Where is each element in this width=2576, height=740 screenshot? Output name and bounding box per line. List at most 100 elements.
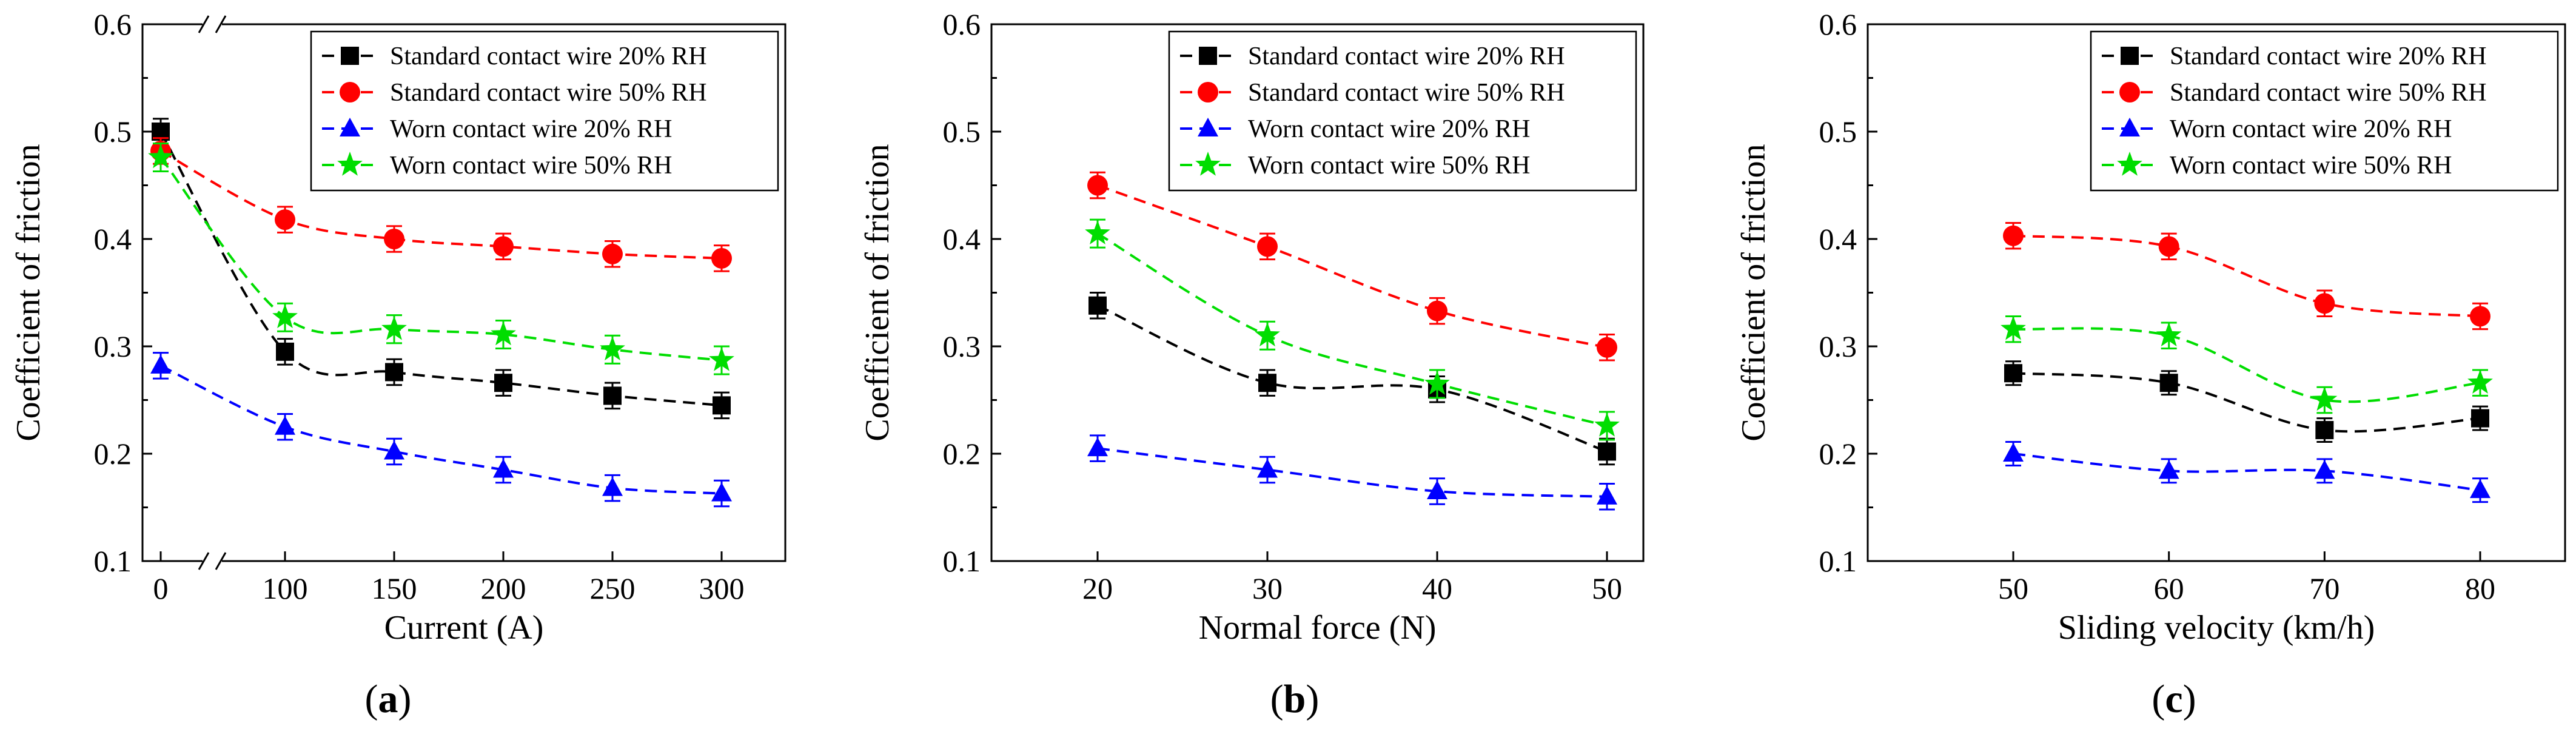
legend-label: Standard contact wire 20% RH xyxy=(390,42,707,70)
x-tick-label: 40 xyxy=(1422,571,1452,605)
data-point xyxy=(711,482,732,502)
legend-marker xyxy=(2117,152,2142,176)
legend: Standard contact wire 20% RH Standard con… xyxy=(2090,30,2559,192)
y-axis-label: Coefficient of friction xyxy=(10,144,47,441)
x-tick-label: 30 xyxy=(1252,571,1283,605)
series-2 xyxy=(2003,221,2490,331)
legend-item: Worn contact wire 50% RH xyxy=(1180,152,1531,180)
axis-break-mark xyxy=(198,552,227,570)
data-point xyxy=(385,363,403,382)
legend-item: Standard contact wire 20% RH xyxy=(322,42,707,70)
data-point xyxy=(711,247,732,269)
series-2 xyxy=(150,137,732,272)
legend-item: Standard contact wire 20% RH xyxy=(2102,42,2487,70)
data-point xyxy=(1427,480,1447,499)
legend-item: Standard contact wire 20% RH xyxy=(1180,42,1565,70)
legend-marker xyxy=(341,47,359,65)
data-point xyxy=(1087,437,1108,457)
data-point xyxy=(709,347,734,371)
legend: Standard contact wire 20% RH Standard con… xyxy=(1168,30,1637,192)
data-point xyxy=(493,459,514,478)
legend-item: Worn contact wire 20% RH xyxy=(322,115,673,143)
data-point xyxy=(2314,293,2335,314)
y-tick-label: 0.2 xyxy=(94,437,132,471)
axis-break-gap xyxy=(203,18,222,30)
data-point xyxy=(2001,315,2026,340)
legend-label: Worn contact wire 20% RH xyxy=(390,115,673,143)
axis-break-gap xyxy=(203,555,222,567)
data-point xyxy=(2470,306,2490,327)
y-tick-label: 0.5 xyxy=(943,115,981,149)
x-axis-label: Normal force (N) xyxy=(1199,609,1437,647)
legend-label: Standard contact wire 20% RH xyxy=(2170,42,2487,70)
y-axis-label: Coefficient of friction xyxy=(859,144,896,441)
legend-marker xyxy=(1198,118,1218,136)
data-point xyxy=(1258,374,1276,392)
data-point xyxy=(1088,296,1107,315)
data-point xyxy=(1257,236,1278,257)
legend-marker xyxy=(340,82,360,103)
series-line xyxy=(2013,234,2481,318)
series-line xyxy=(1097,304,1608,453)
x-tick-label: 200 xyxy=(481,571,526,605)
data-point xyxy=(1427,300,1447,321)
data-point xyxy=(602,243,623,264)
y-tick-label: 0.2 xyxy=(943,437,981,471)
legend-marker xyxy=(1195,152,1221,176)
legend-item: Worn contact wire 50% RH xyxy=(2102,152,2452,180)
data-point xyxy=(2158,460,2179,479)
data-point xyxy=(1598,442,1616,461)
x-tick-label: 250 xyxy=(590,571,636,605)
data-point xyxy=(1085,220,1110,244)
legend: Standard contact wire 20% RH Standard con… xyxy=(310,30,779,192)
data-point xyxy=(494,374,512,392)
data-point xyxy=(600,336,625,361)
data-point xyxy=(1594,412,1620,437)
legend-marker xyxy=(337,152,363,176)
data-point xyxy=(1087,175,1108,196)
legend-item: Worn contact wire 20% RH xyxy=(2102,115,2452,143)
panel-label-a: (a) xyxy=(364,677,412,721)
legend-marker xyxy=(1198,82,1218,103)
data-point xyxy=(713,396,731,415)
legend-box xyxy=(2090,30,2559,192)
legend-label: Standard contact wire 50% RH xyxy=(390,79,707,107)
x-tick-label: 150 xyxy=(372,571,417,605)
legend-marker xyxy=(2119,82,2140,103)
data-point xyxy=(1597,485,1617,505)
series-1 xyxy=(1088,292,1616,466)
legend-marker xyxy=(340,118,360,136)
data-point xyxy=(2471,409,2489,428)
x-tick-label: 70 xyxy=(2309,571,2340,605)
series-4 xyxy=(148,142,734,375)
data-point xyxy=(2158,236,2179,257)
axis-break-mark xyxy=(198,15,227,33)
series-1 xyxy=(2004,360,2489,443)
data-point xyxy=(2003,225,2024,246)
data-point xyxy=(2315,421,2334,440)
x-tick-label: 50 xyxy=(1998,571,2028,605)
series-line xyxy=(2013,372,2481,433)
legend-marker xyxy=(2121,47,2139,65)
chart-panel-a: 0.1 0.2 0.3 0.4 0.5 0.6 0 100 150 200 250 300 Curren… xyxy=(10,7,787,647)
data-point xyxy=(2159,374,2178,392)
y-tick-label: 0.5 xyxy=(94,115,132,149)
data-point xyxy=(1255,322,1280,347)
data-point xyxy=(2004,364,2022,383)
legend-label: Standard contact wire 50% RH xyxy=(2170,79,2487,107)
y-axis-label: Coefficient of friction xyxy=(1735,144,1773,441)
legend-label: Worn contact wire 50% RH xyxy=(2170,152,2452,180)
x-tick-label: 0 xyxy=(153,571,169,605)
series-3 xyxy=(150,352,732,508)
data-point xyxy=(1424,371,1450,395)
data-point xyxy=(150,354,171,374)
y-tick-label: 0.6 xyxy=(943,7,981,41)
data-point xyxy=(1257,459,1278,478)
legend-item: Standard contact wire 50% RH xyxy=(322,79,707,107)
chart-panel-b: 0.1 0.2 0.3 0.4 0.5 0.6 20 30 40 50 Normal force (… xyxy=(859,7,1645,647)
series-2 xyxy=(1087,171,1617,362)
series-line xyxy=(2013,327,2481,403)
legend-box xyxy=(310,30,779,192)
chart-panel-c: 0.1 0.2 0.3 0.4 0.5 0.6 50 60 70 80 Sliding veloci… xyxy=(1735,7,2566,647)
y-tick-label: 0.5 xyxy=(1819,115,1857,149)
